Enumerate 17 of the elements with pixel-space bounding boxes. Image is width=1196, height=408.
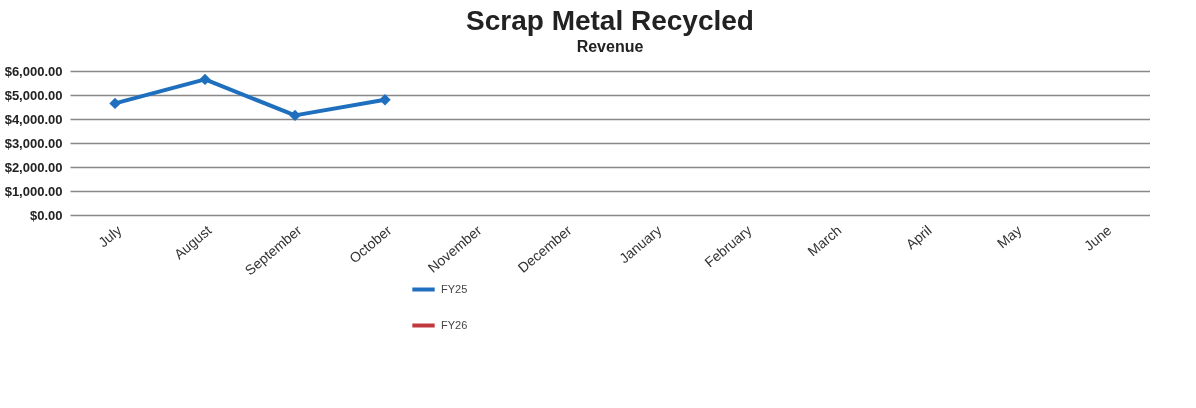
y-tick-label: $4,000.00: [4, 111, 63, 127]
chart-subtitle: Revenue: [576, 38, 644, 55]
y-tick-label: $5,000.00: [4, 87, 63, 103]
x-tick-label: May: [993, 221, 1025, 252]
x-tick-label: July: [95, 221, 125, 251]
y-tick-label: $1,000.00: [4, 183, 63, 199]
y-tick-label: $6,000.00: [4, 63, 63, 79]
point: [199, 73, 211, 86]
point: [379, 94, 391, 106]
legend-label: FY25: [441, 282, 468, 295]
chart-title: Scrap Metal Recycled: [466, 5, 754, 36]
y-tick-label: $2,000.00: [4, 159, 63, 175]
point: [109, 97, 121, 110]
legend-label: FY26: [441, 318, 468, 331]
y-tick-label: $3,000.00: [4, 135, 63, 151]
point: [289, 109, 301, 122]
y-tick-label: $0.00: [29, 207, 63, 223]
